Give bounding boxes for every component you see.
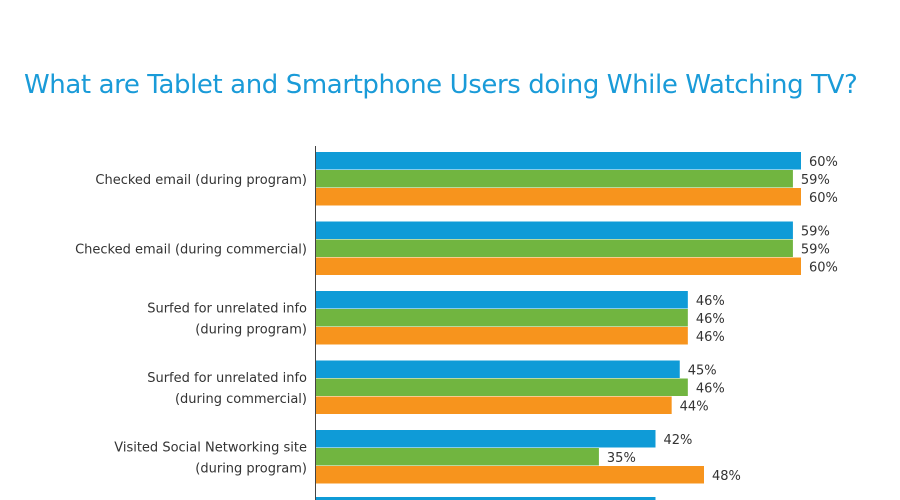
value-label: 59% [801,173,830,188]
value-label-bg [706,467,742,483]
category-label: Checked email (during program) [95,173,307,188]
value-label-bg [689,379,726,396]
bar [316,239,793,257]
bar [316,378,688,396]
category-label: (during program) [195,323,307,338]
bar [316,257,801,275]
value-label: 42% [664,433,693,448]
value-label-bg [681,361,718,378]
bar [316,170,793,188]
value-label: 60% [809,261,838,276]
value-label-bg [689,310,726,326]
value-label-bg [794,222,831,239]
value-label-bg [600,449,637,465]
bar [316,360,680,378]
category-label: (during commercial) [175,392,307,407]
bar [316,221,793,239]
value-label: 60% [809,191,838,206]
value-label: 48% [712,469,741,484]
value-label: 46% [696,312,725,327]
value-label-bg [673,397,710,414]
bar [316,448,599,466]
value-label-bg [657,431,694,447]
value-label: 46% [696,294,725,309]
value-label: 59% [801,225,830,240]
bar [316,430,656,448]
value-label-bg [689,292,726,308]
value-label: 46% [696,330,725,345]
bar [316,291,688,309]
value-label: 35% [607,451,636,466]
bar [316,466,704,484]
category-label: Checked email (during commercial) [75,243,307,258]
bar [316,396,672,414]
category-label: Visited Social Networking site [114,441,307,456]
value-label: 46% [696,382,725,397]
bar [316,188,801,206]
category-label: Surfed for unrelated info [147,371,307,386]
value-label: 44% [680,400,709,415]
value-label-bg [794,240,831,257]
value-label: 45% [688,364,717,379]
chart-title: What are Tablet and Smartphone Users doi… [24,70,858,100]
value-label-bg [803,153,839,169]
bar [316,309,688,327]
value-label: 59% [801,243,830,258]
value-label-bg [689,328,726,344]
value-label-bg [803,189,839,205]
value-label-bg [803,258,839,275]
bar [316,327,688,345]
category-label: (during program) [195,462,307,477]
value-label-bg [794,171,831,187]
category-label: Surfed for unrelated info [147,302,307,317]
bar-cropped [316,497,656,500]
bar [316,152,801,170]
value-label: 60% [809,155,838,170]
